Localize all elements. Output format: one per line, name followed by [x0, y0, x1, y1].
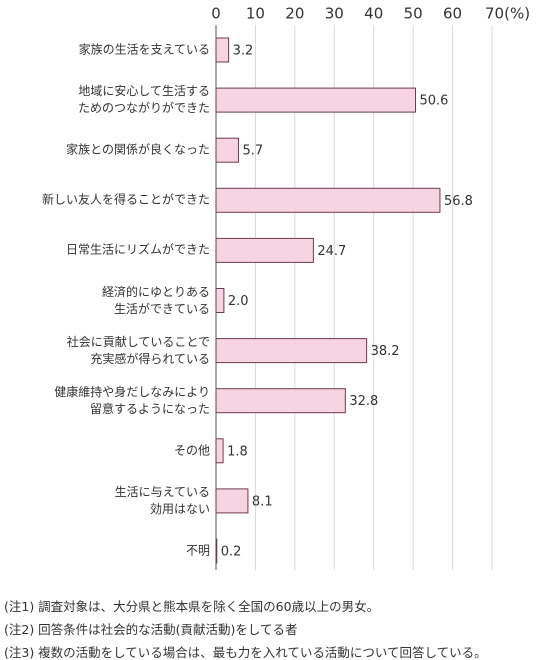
category-label: 家族との関係が良くなった: [66, 142, 210, 157]
note: (注1) 調査対象は、大分県と熊本県を除く全国の60歳以上の男女。: [4, 599, 380, 614]
value-label: 0.2: [221, 545, 242, 560]
x-tick-label: 40: [364, 5, 383, 23]
bar: [215, 187, 441, 213]
note: (注2) 回答条件は社会的な活動(貢献活動)をしてる者: [4, 622, 298, 637]
value-label: 50.6: [420, 94, 449, 109]
value-label: 3.2: [233, 44, 254, 59]
category-label: 日常生活にリズムができた: [65, 242, 210, 257]
category-label: 地域に安心して生活する ためのつながりができた: [77, 84, 210, 116]
value-label: 32.8: [349, 394, 378, 409]
x-tick-label: 0: [211, 5, 221, 23]
value-label: 2.0: [228, 294, 249, 309]
bar: [215, 538, 218, 564]
category-label: 家族の生活を支えている: [78, 42, 210, 57]
bar: [215, 288, 225, 313]
bar: [215, 87, 417, 113]
bar: [215, 338, 368, 364]
value-label: 38.2: [371, 344, 400, 359]
bar: [215, 37, 230, 63]
x-tick-label: 50: [404, 5, 423, 23]
x-tick-label: 30: [325, 5, 344, 23]
x-tick-label: 20: [285, 5, 304, 23]
category-label: 不明: [185, 543, 210, 558]
value-label: 56.8: [444, 194, 473, 209]
x-tick-label: 10: [246, 5, 265, 23]
bar: [215, 438, 224, 464]
x-tick-label: 60: [443, 5, 462, 23]
category-label: 生活に与えている 効用はない: [114, 484, 210, 516]
value-label: 8.1: [252, 494, 273, 509]
bar: [215, 237, 314, 263]
category-label: 社会に貢献していることで 充実感が得られている: [66, 334, 210, 366]
value-label: 1.8: [227, 444, 248, 459]
note: (注3) 複数の活動をしている場合は、最も力を入れている活動について回答している…: [4, 645, 487, 660]
category-label: その他: [173, 443, 210, 458]
value-label: 5.7: [242, 144, 263, 159]
category-label: 経済的にゆとりある 生活ができている: [101, 284, 210, 316]
category-label: 健康維持や身だしなみにより 留意するようになった: [54, 384, 210, 416]
category-label: 新しい友人を得ることができた: [41, 192, 210, 207]
bar: [215, 388, 346, 414]
bar: [215, 137, 239, 163]
bar: [215, 488, 249, 514]
x-tick-label: 70(%): [485, 5, 530, 23]
value-label: 24.7: [317, 244, 346, 259]
